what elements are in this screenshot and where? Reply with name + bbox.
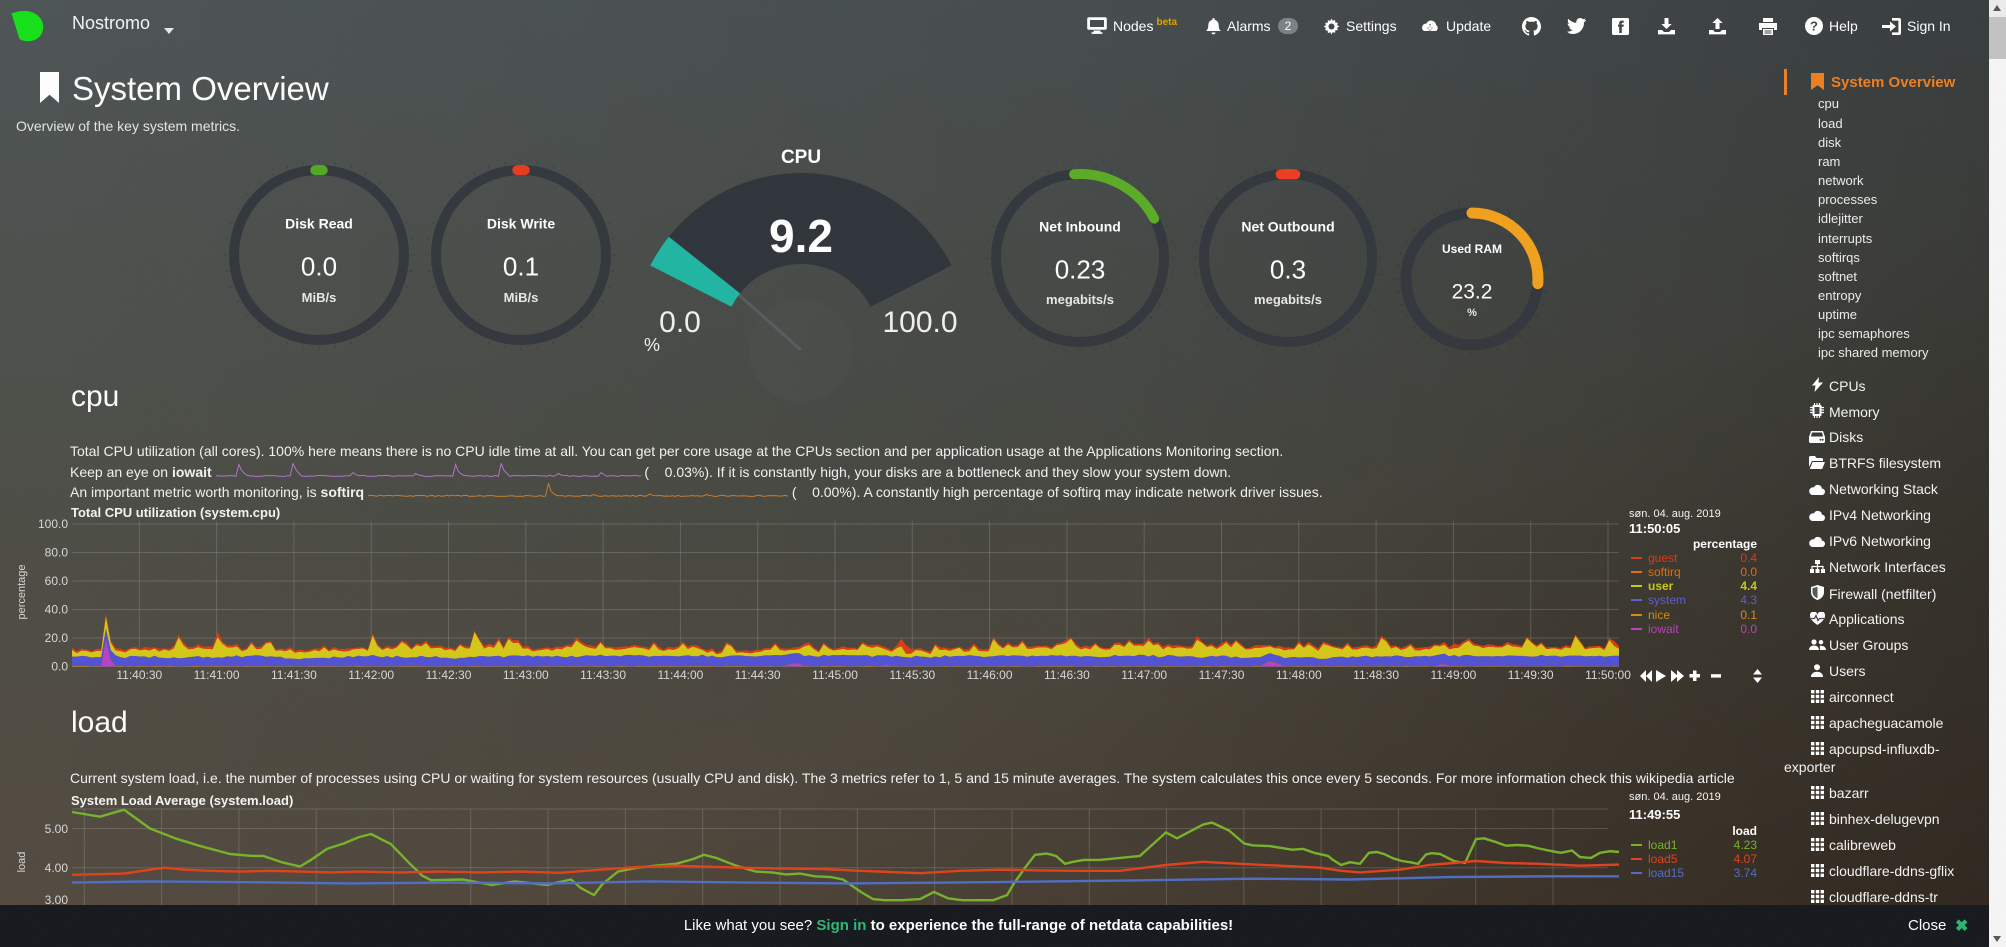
svg-text:11:47:30: 11:47:30 <box>1199 668 1245 682</box>
svg-text:%: % <box>1467 307 1477 319</box>
svg-text:11:40:30: 11:40:30 <box>116 668 162 682</box>
svg-text:100.0: 100.0 <box>882 306 957 339</box>
svg-text:40.0: 40.0 <box>45 603 69 617</box>
svg-text:11:42:00: 11:42:00 <box>348 668 394 682</box>
svg-text:0.23: 0.23 <box>1055 255 1106 285</box>
svg-text:9.2: 9.2 <box>769 210 833 262</box>
svg-text:11:49:30: 11:49:30 <box>1508 668 1554 682</box>
svg-text:%: % <box>644 335 660 355</box>
svg-text:5.00: 5.00 <box>45 822 69 836</box>
svg-text:11:46:30: 11:46:30 <box>1044 668 1090 682</box>
svg-text:11:50:00: 11:50:00 <box>1585 668 1631 682</box>
svg-text:100.0: 100.0 <box>38 517 68 531</box>
svg-text:11:45:00: 11:45:00 <box>812 668 858 682</box>
svg-text:load: load <box>16 852 28 873</box>
svg-text:0.0: 0.0 <box>659 306 701 339</box>
svg-text:11:48:30: 11:48:30 <box>1353 668 1399 682</box>
svg-text:11:44:30: 11:44:30 <box>735 668 781 682</box>
svg-text:CPU: CPU <box>781 147 821 168</box>
svg-text:60.0: 60.0 <box>45 574 69 588</box>
svg-text:11:41:30: 11:41:30 <box>271 668 317 682</box>
svg-text:Net Outbound: Net Outbound <box>1241 219 1334 235</box>
svg-text:20.0: 20.0 <box>45 631 69 645</box>
svg-text:Net Inbound: Net Inbound <box>1039 219 1121 235</box>
svg-text:23.2: 23.2 <box>1452 281 1493 304</box>
svg-text:0.0: 0.0 <box>51 660 68 674</box>
svg-text:11:49:00: 11:49:00 <box>1430 668 1476 682</box>
svg-text:0.1: 0.1 <box>503 252 539 282</box>
svg-text:MiB/s: MiB/s <box>302 290 337 305</box>
svg-text:11:48:00: 11:48:00 <box>1276 668 1322 682</box>
svg-text:0.0: 0.0 <box>301 252 337 282</box>
svg-text:Disk Read: Disk Read <box>285 216 353 232</box>
svg-text:11:42:30: 11:42:30 <box>426 668 472 682</box>
svg-text:Used RAM: Used RAM <box>1442 242 1502 256</box>
svg-text:percentage: percentage <box>16 564 28 619</box>
svg-text:11:41:00: 11:41:00 <box>194 668 240 682</box>
svg-text:MiB/s: MiB/s <box>504 290 539 305</box>
svg-text:megabits/s: megabits/s <box>1046 292 1114 307</box>
svg-text:11:47:00: 11:47:00 <box>1121 668 1167 682</box>
svg-text:11:44:00: 11:44:00 <box>657 668 703 682</box>
svg-text:megabits/s: megabits/s <box>1254 292 1322 307</box>
svg-text:11:43:00: 11:43:00 <box>503 668 549 682</box>
svg-text:4.00: 4.00 <box>45 861 69 875</box>
svg-text:11:45:30: 11:45:30 <box>889 668 935 682</box>
svg-text:11:43:30: 11:43:30 <box>580 668 626 682</box>
svg-text:80.0: 80.0 <box>45 546 69 560</box>
svg-text:Disk Write: Disk Write <box>487 216 555 232</box>
svg-text:11:46:00: 11:46:00 <box>967 668 1013 682</box>
svg-text:0.3: 0.3 <box>1270 255 1306 285</box>
